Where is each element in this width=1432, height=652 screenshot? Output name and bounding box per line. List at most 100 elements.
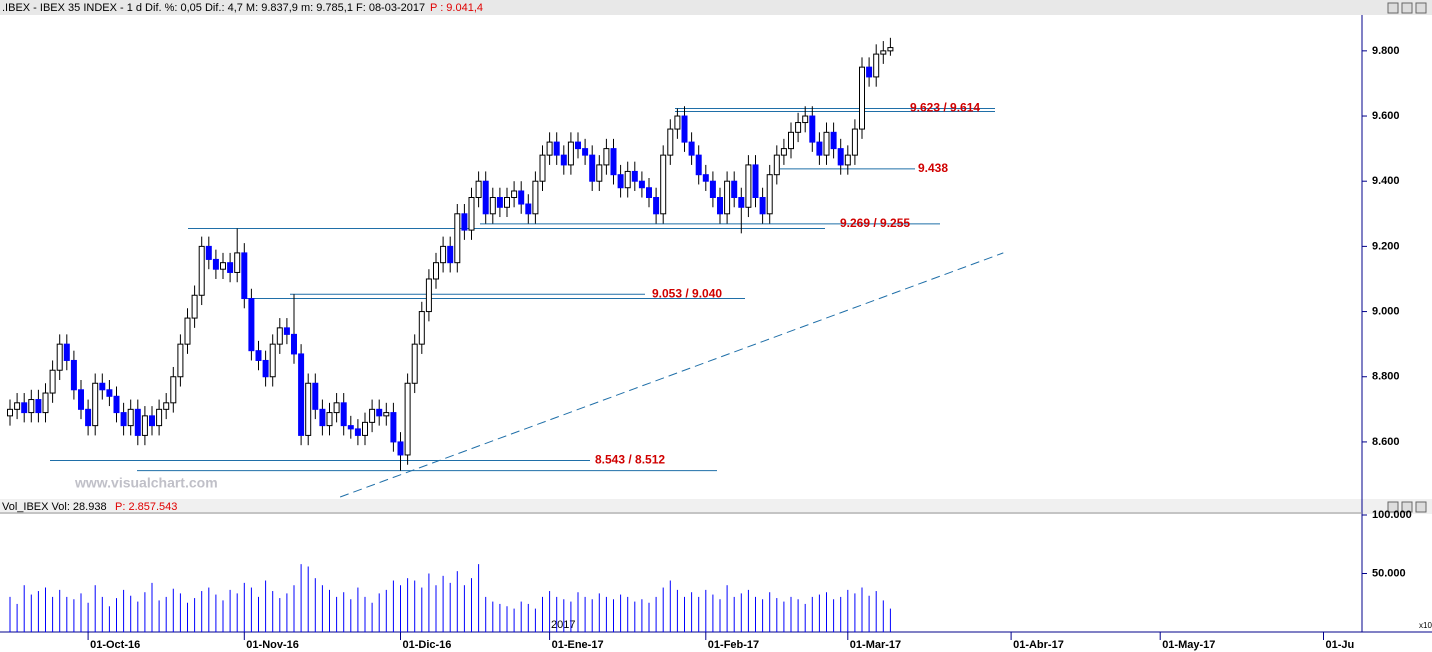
candle-body xyxy=(347,425,354,430)
y-tick-label: 9.800 xyxy=(1372,45,1400,57)
candle-body xyxy=(354,428,361,436)
candle-body xyxy=(504,197,510,208)
candle-body xyxy=(262,359,269,378)
candle-body xyxy=(596,164,603,182)
candle-body xyxy=(149,415,155,427)
level-label: 9.269 / 9.255 xyxy=(840,216,910,230)
candle-body xyxy=(425,278,432,313)
candle-body xyxy=(376,408,383,417)
candle-body xyxy=(511,190,518,199)
candle-body xyxy=(170,376,177,404)
candle-body xyxy=(461,213,468,231)
y-tick-label: 50.000 xyxy=(1372,567,1406,579)
x-tick-label: 01-May-17 xyxy=(1162,639,1215,651)
scale-note: x10 xyxy=(1419,621,1432,630)
candle-body xyxy=(92,382,99,427)
candle-body xyxy=(681,115,688,143)
title-bar xyxy=(0,0,1432,15)
candle-body xyxy=(802,115,809,124)
candle-body xyxy=(227,262,234,273)
candle-body xyxy=(78,389,84,410)
candle-body xyxy=(667,128,674,156)
candle-body xyxy=(660,154,667,215)
candle-body xyxy=(42,392,49,414)
candle-body xyxy=(851,128,858,156)
candle-body xyxy=(205,245,212,260)
candle-body xyxy=(85,408,92,427)
candle-body xyxy=(539,154,546,182)
watermark: www.visualchart.com xyxy=(74,475,218,491)
candle-body xyxy=(63,343,70,361)
candle-body xyxy=(220,262,226,270)
candle-body xyxy=(766,174,773,215)
candle-body xyxy=(312,382,319,410)
x-tick-label: 01-Ju xyxy=(1326,639,1355,651)
candle-body xyxy=(454,213,461,264)
x-tick-label: 01-Oct-16 xyxy=(90,639,140,651)
candle-body xyxy=(809,115,816,143)
level-label: 9.438 xyxy=(918,161,948,175)
x-tick-label: 01-Ene-17 xyxy=(552,639,604,651)
candle-body xyxy=(738,197,745,208)
candle-body xyxy=(773,154,780,176)
candle-body xyxy=(646,187,652,199)
y-tick-label: 8.800 xyxy=(1372,371,1400,383)
maximize-button[interactable] xyxy=(1401,2,1413,14)
candle-body xyxy=(788,131,794,150)
candle-body xyxy=(780,148,787,156)
candle-body xyxy=(525,203,532,215)
candle-body xyxy=(14,402,21,410)
candle-body xyxy=(546,141,553,156)
candle-body xyxy=(866,66,873,78)
candle-body xyxy=(70,359,77,391)
minimize-button[interactable] xyxy=(1387,2,1399,14)
candle-body xyxy=(234,252,241,273)
level-label: 8.543 / 8.512 xyxy=(595,453,665,467)
candle-body xyxy=(567,141,574,166)
candle-body xyxy=(120,412,127,427)
candle-body xyxy=(624,170,631,189)
level-label: 9.623 / 9.614 xyxy=(910,101,980,115)
candle-body xyxy=(411,343,418,384)
candle-body xyxy=(319,408,326,427)
candle-body xyxy=(731,180,738,199)
candle-body xyxy=(830,131,837,150)
x-tick-label: 01-Feb-17 xyxy=(708,639,759,651)
candle-body xyxy=(113,395,120,414)
y-tick-label: 9.200 xyxy=(1372,240,1400,252)
candle-body xyxy=(589,154,596,182)
candle-body xyxy=(816,141,823,156)
window-buttons[interactable] xyxy=(1387,2,1427,513)
candle-body xyxy=(212,258,219,270)
candle-body xyxy=(333,402,340,414)
close-button[interactable] xyxy=(1415,2,1427,14)
candle-body xyxy=(823,131,830,156)
candle-body xyxy=(759,197,766,215)
level-label: 9.053 / 9.040 xyxy=(652,286,722,300)
candle-body xyxy=(844,154,851,166)
candle-body xyxy=(340,402,347,427)
x-tick-label: 01-Mar-17 xyxy=(850,639,901,651)
candle-body xyxy=(617,174,624,189)
candle-body xyxy=(397,441,404,456)
maximize-button[interactable] xyxy=(1401,501,1413,513)
candle-body xyxy=(99,382,106,391)
candle-body xyxy=(631,170,638,182)
candle-body xyxy=(390,412,397,443)
candle-body xyxy=(688,141,695,156)
x-tick-label: 01-Nov-16 xyxy=(246,639,299,651)
candle-body xyxy=(709,180,716,199)
candle-body xyxy=(560,154,567,166)
candle-body xyxy=(880,50,887,55)
minimize-button[interactable] xyxy=(1387,501,1399,513)
y-tick-label: 9.000 xyxy=(1372,305,1400,317)
y-tick-label: 8.600 xyxy=(1372,436,1400,448)
candle-body xyxy=(291,333,297,355)
candle-body xyxy=(724,180,731,215)
x-tick-label: 01-Dic-16 xyxy=(403,639,452,651)
close-button[interactable] xyxy=(1415,501,1427,513)
candle-body xyxy=(418,311,425,345)
candle-body xyxy=(198,245,205,296)
candle-body xyxy=(127,408,134,427)
